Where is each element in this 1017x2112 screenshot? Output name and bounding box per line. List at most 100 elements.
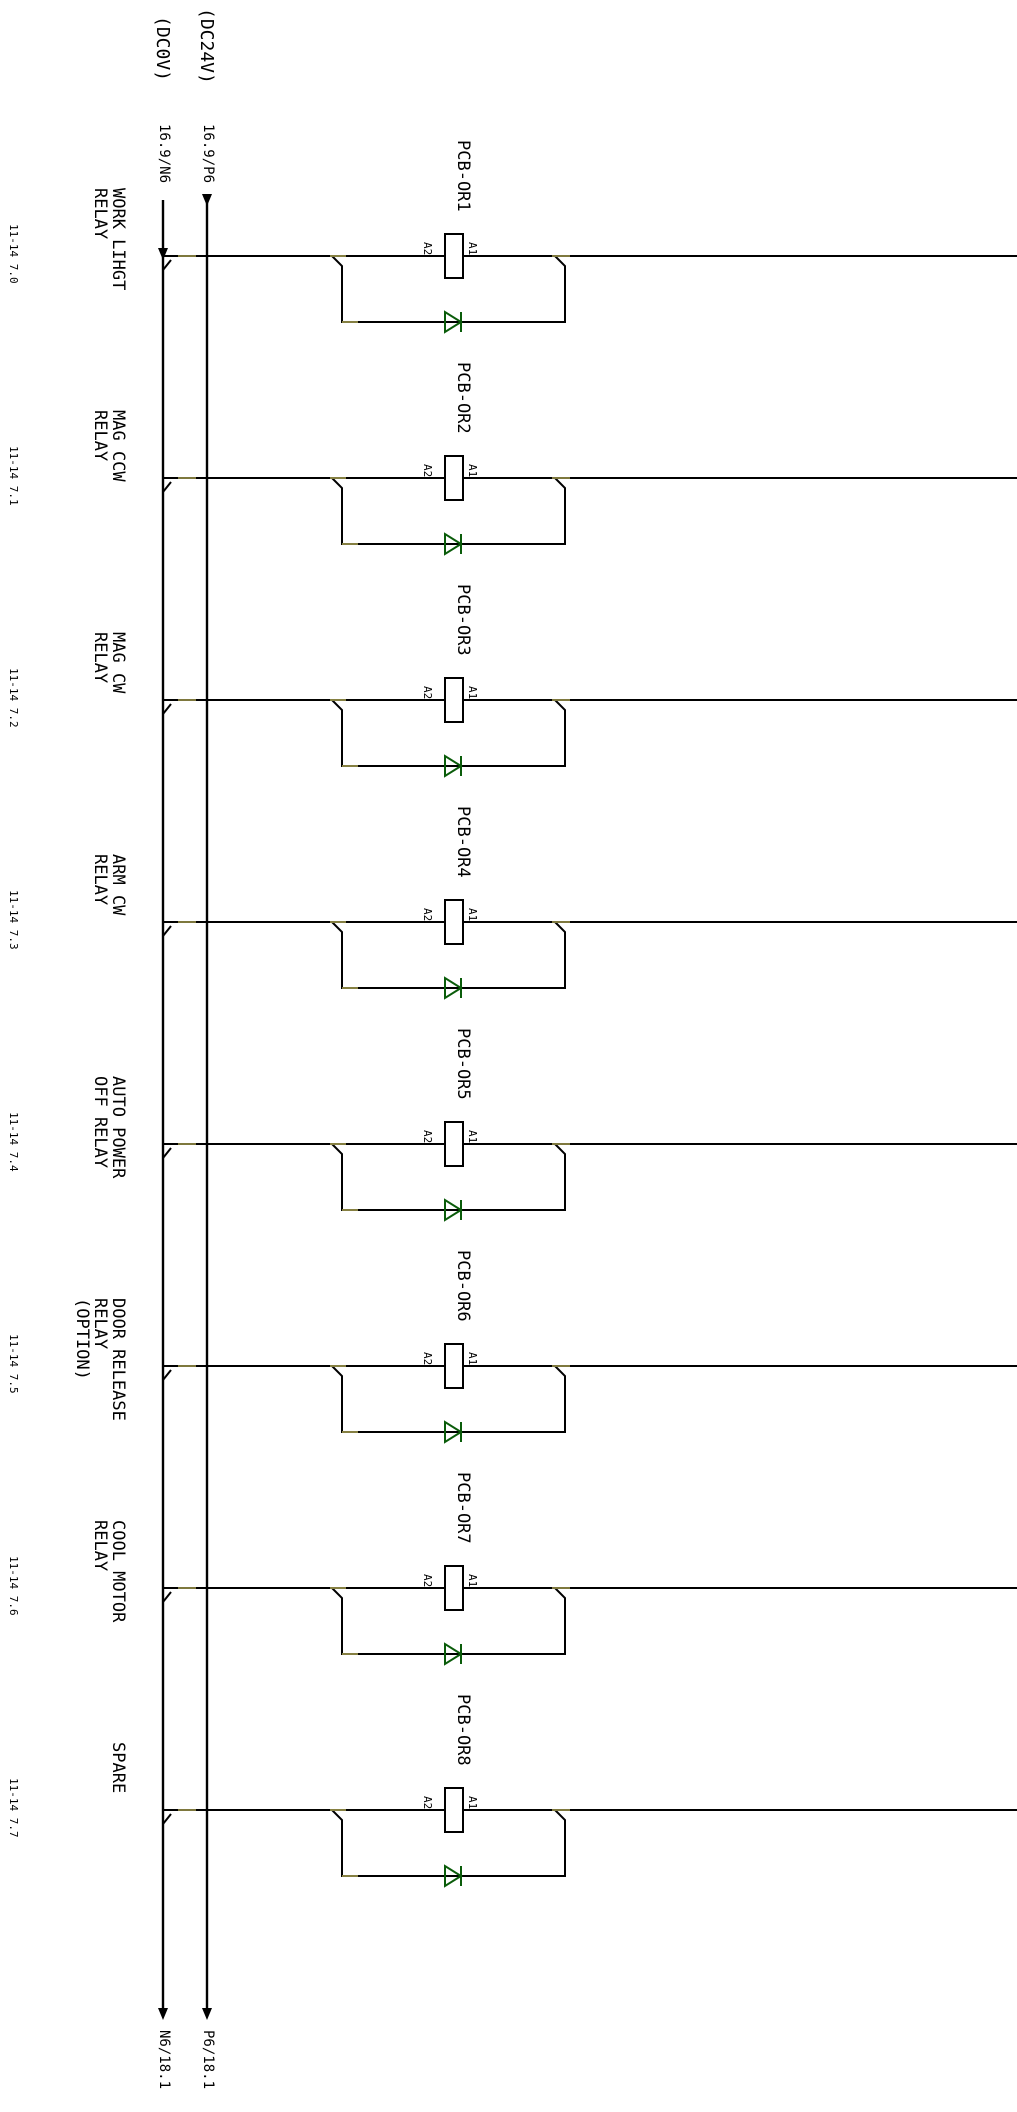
relay-coil-box bbox=[444, 1787, 464, 1833]
diode-loop-wire bbox=[331, 1143, 566, 1211]
pin-a2-label: A2 bbox=[421, 908, 434, 921]
relay-function-label: RELAY bbox=[90, 1520, 110, 1571]
relay-coil-box bbox=[444, 899, 464, 945]
pin-a1-label: A1 bbox=[466, 908, 479, 921]
contact-cross-reference: 11-14 7.4 bbox=[7, 1112, 20, 1172]
relay-function-label: RELAY bbox=[90, 854, 110, 905]
dc0v-label: (DC0V) bbox=[152, 16, 173, 81]
pin-a2-label: A2 bbox=[421, 1352, 434, 1365]
relay-function-label: RELAY bbox=[90, 632, 110, 683]
contact-cross-reference: 11-14 7.7 bbox=[7, 1778, 20, 1838]
flyback-diode-icon bbox=[444, 1864, 463, 1888]
pin-a1-label: A1 bbox=[466, 1352, 479, 1365]
bus-junction-mark bbox=[162, 703, 172, 715]
coil-designation: PCB-OR3 bbox=[453, 584, 473, 656]
pin-a1-label: A1 bbox=[466, 686, 479, 699]
bus-junction-mark bbox=[162, 259, 172, 271]
flyback-diode-icon bbox=[444, 1198, 463, 1222]
pin-a2-label: A2 bbox=[421, 1130, 434, 1143]
coil-designation: PCB-OR7 bbox=[453, 1472, 473, 1544]
diode-loop-wire bbox=[331, 1587, 566, 1655]
relay-function-label: MAG CW bbox=[108, 632, 128, 694]
coil-designation: PCB-OR2 bbox=[453, 362, 473, 434]
flyback-diode-icon bbox=[444, 754, 463, 778]
pin-a1-label: A1 bbox=[466, 1574, 479, 1587]
relay-coil-box bbox=[444, 1565, 464, 1611]
contact-cross-reference: 11-14 7.2 bbox=[7, 668, 20, 728]
relay-coil-box bbox=[444, 1121, 464, 1167]
pin-a1-label: A1 bbox=[466, 1130, 479, 1143]
relay-function-label: SPARE bbox=[108, 1742, 128, 1793]
pin-a1-label: A1 bbox=[466, 464, 479, 477]
diode-loop-wire bbox=[331, 255, 566, 323]
dc24v-label: (DC24V) bbox=[196, 8, 217, 84]
coil-designation: PCB-OR4 bbox=[453, 806, 473, 878]
coil-designation: PCB-OR5 bbox=[453, 1028, 473, 1100]
relay-function-label: (OPTION) bbox=[72, 1298, 92, 1380]
relay-function-label: ARM CW bbox=[108, 854, 128, 916]
flyback-diode-icon bbox=[444, 310, 463, 334]
relay-function-label: COOL MOTOR bbox=[108, 1520, 128, 1623]
relay-function-label: RELAY bbox=[90, 410, 110, 461]
pin-a2-label: A2 bbox=[421, 242, 434, 255]
contact-cross-reference: 11-14 7.3 bbox=[7, 890, 20, 950]
relay-function-label: RELAY bbox=[90, 188, 110, 239]
pin-a2-label: A2 bbox=[421, 1574, 434, 1587]
pin-a2-label: A2 bbox=[421, 686, 434, 699]
relay-rung: PCB-OR8 A1 A2 SPARE 11-14 7.7 bbox=[7, 1694, 1017, 1888]
dc0v-out-reference: N6/18.1 bbox=[156, 2030, 172, 2089]
relay-function-label: AUTO POWER bbox=[108, 1076, 128, 1179]
contact-cross-reference: 11-14 7.0 bbox=[7, 224, 20, 284]
diode-loop-wire bbox=[331, 1809, 566, 1877]
contact-cross-reference: 11-14 7.5 bbox=[7, 1334, 20, 1394]
relay-function-label: DOOR RELEASE bbox=[108, 1298, 128, 1421]
diode-loop-wire bbox=[331, 699, 566, 767]
diode-loop-wire bbox=[331, 921, 566, 989]
bus-junction-mark bbox=[162, 481, 172, 493]
relay-function-label: WORK LIHGT bbox=[108, 188, 128, 290]
dc24v-out-arrow bbox=[202, 2008, 212, 2020]
relay-coil-box bbox=[444, 1343, 464, 1389]
pin-a1-label: A1 bbox=[466, 1796, 479, 1809]
bus-junction-mark bbox=[162, 1813, 172, 1825]
dc24v-out-reference: P6/18.1 bbox=[200, 2030, 216, 2089]
relay-coil-box bbox=[444, 233, 464, 279]
dc0v-in-arrow bbox=[158, 248, 168, 260]
relay-function-label: RELAY bbox=[90, 1298, 110, 1349]
coil-designation: PCB-OR6 bbox=[453, 1250, 473, 1322]
bus-junction-mark bbox=[162, 1147, 172, 1159]
contact-cross-reference: 11-14 7.1 bbox=[7, 446, 20, 506]
bus-junction-mark bbox=[162, 1369, 172, 1381]
coil-designation: PCB-OR8 bbox=[453, 1694, 473, 1766]
flyback-diode-icon bbox=[444, 532, 463, 556]
diode-loop-wire bbox=[331, 1365, 566, 1433]
dc0v-out-arrow bbox=[158, 2008, 168, 2020]
contact-cross-reference: 11-14 7.6 bbox=[7, 1556, 20, 1616]
bus-junction-mark bbox=[162, 1591, 172, 1603]
relay-function-label: MAG CCW bbox=[108, 410, 128, 482]
pin-a2-label: A2 bbox=[421, 464, 434, 477]
pin-a2-label: A2 bbox=[421, 1796, 434, 1809]
flyback-diode-icon bbox=[444, 976, 463, 1000]
coil-designation: PCB-OR1 bbox=[453, 140, 473, 212]
relay-function-label: OFF RELAY bbox=[90, 1076, 110, 1168]
dc24v-in-arrow bbox=[202, 194, 212, 206]
dc24v-in-reference: 16.9/P6 bbox=[200, 124, 216, 183]
relay-coil-box bbox=[444, 455, 464, 501]
bus-junction-mark bbox=[162, 925, 172, 937]
diode-loop-wire bbox=[331, 477, 566, 545]
dc0v-in-reference: 16.9/N6 bbox=[156, 124, 172, 183]
relay-coil-box bbox=[444, 677, 464, 723]
flyback-diode-icon bbox=[444, 1642, 463, 1666]
flyback-diode-icon bbox=[444, 1420, 463, 1444]
pin-a1-label: A1 bbox=[466, 242, 479, 255]
